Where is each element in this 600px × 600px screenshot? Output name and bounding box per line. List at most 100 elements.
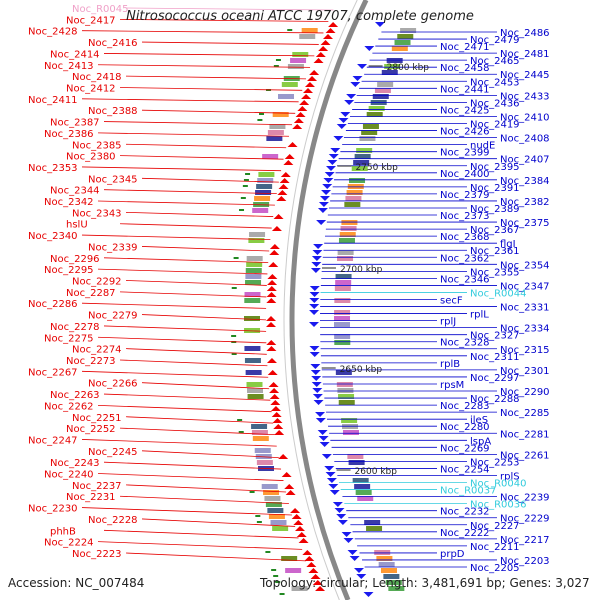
cog-block-inner bbox=[247, 388, 264, 393]
right-gene-label: Noc_2373 bbox=[440, 211, 490, 222]
forward-gene-mark bbox=[266, 298, 277, 303]
cog-block-inner bbox=[252, 208, 269, 213]
gc-mark bbox=[242, 185, 248, 187]
left-gene-label: Noc_2266 bbox=[88, 379, 138, 390]
forward-gene-mark bbox=[302, 88, 313, 93]
left-leader-line bbox=[97, 473, 284, 481]
reverse-gene-mark bbox=[364, 46, 375, 51]
left-gene-label: Noc_2231 bbox=[66, 492, 116, 503]
right-gene-label: Noc_2425 bbox=[440, 105, 490, 116]
reverse-gene-mark bbox=[311, 262, 322, 267]
right-gene-label: rpsM bbox=[440, 380, 464, 391]
gc-mark bbox=[238, 431, 244, 433]
forward-gene-mark bbox=[271, 412, 282, 417]
cog-block-inner bbox=[252, 436, 269, 441]
left-gene-label: Noc_2342 bbox=[44, 197, 94, 208]
left-leader-line bbox=[141, 314, 267, 321]
reverse-gene-mark bbox=[317, 208, 328, 213]
gc-mark bbox=[265, 551, 271, 553]
reverse-gene-mark bbox=[311, 256, 322, 261]
reverse-gene-mark bbox=[343, 538, 354, 543]
right-gene-label: lspA bbox=[470, 436, 491, 447]
map-title: Nitrosococcus oceani ATCC 19707, complet… bbox=[126, 9, 474, 24]
forward-gene-mark bbox=[315, 586, 326, 591]
forward-gene-mark bbox=[269, 250, 280, 255]
reverse-gene-mark bbox=[333, 136, 344, 141]
left-gene-label: Noc_2273 bbox=[66, 356, 116, 367]
reverse-gene-mark bbox=[329, 490, 340, 495]
right-gene-label: Noc_2239 bbox=[500, 493, 550, 504]
right-gene-label: Noc_2346 bbox=[440, 274, 490, 285]
right-gene-label: Noc_2441 bbox=[440, 84, 490, 95]
left-leader-line bbox=[97, 200, 275, 206]
left-leader-line bbox=[103, 257, 269, 263]
left-leader-line bbox=[125, 348, 267, 355]
forward-gene-mark bbox=[284, 484, 295, 489]
reverse-gene-mark bbox=[321, 454, 332, 459]
forward-gene-mark bbox=[269, 394, 280, 399]
topology-text: Topology: circular; Length: 3,481,691 bp… bbox=[260, 576, 590, 590]
cog-block-outer bbox=[357, 496, 374, 501]
right-gene-label: Noc_2481 bbox=[500, 49, 550, 60]
reverse-gene-mark bbox=[341, 532, 352, 537]
genome-backbone bbox=[283, 0, 369, 600]
cog-block-outer bbox=[334, 310, 351, 315]
left-leader-line bbox=[81, 302, 267, 309]
right-gene-label: Noc_2328 bbox=[440, 338, 490, 349]
kbp-ticks: 2800 kbp 2750 kbp 2700 kbp 2650 kbp 2600 kbp bbox=[321, 63, 429, 477]
left-gene-label: Noc_2428 bbox=[28, 27, 78, 38]
left-gene-label: Noc_2279 bbox=[88, 311, 138, 322]
left-gene-label: Noc_2262 bbox=[44, 401, 94, 412]
reverse-gene-mark bbox=[310, 370, 321, 375]
forward-gene-mark bbox=[271, 226, 282, 231]
right-gene-label: Noc_2471 bbox=[440, 42, 490, 53]
cog-block-outer bbox=[346, 190, 363, 195]
reverse-gene-mark bbox=[312, 394, 323, 399]
right-gene-label: Noc_2217 bbox=[500, 535, 550, 546]
cog-block-outer bbox=[334, 316, 351, 321]
reverse-gene-mark bbox=[356, 574, 367, 579]
forward-gene-mark bbox=[307, 76, 318, 81]
reverse-gene-mark bbox=[309, 310, 320, 315]
kbp-tick-label: 2650 kbp bbox=[340, 365, 383, 375]
cog-block-inner bbox=[265, 502, 282, 507]
reverse-gene-mark bbox=[332, 502, 343, 507]
gc-mark bbox=[287, 29, 293, 31]
left-leader-line bbox=[97, 404, 272, 413]
gc-mark bbox=[273, 575, 279, 577]
right-gene-label: Noc_2391 bbox=[470, 183, 520, 194]
forward-gene-mark bbox=[274, 430, 285, 435]
left-gene-label: Noc_2292 bbox=[72, 277, 122, 288]
left-gene-label: hslU bbox=[66, 220, 88, 231]
reverse-gene-mark bbox=[309, 346, 320, 351]
cog-block-inner bbox=[281, 82, 298, 87]
left-gene-label: Noc_2380 bbox=[66, 152, 116, 163]
forward-gene-mark bbox=[268, 262, 279, 267]
cog-block-outer bbox=[385, 580, 402, 585]
left-leader-line bbox=[103, 121, 293, 126]
forward-gene-mark bbox=[273, 424, 284, 429]
cog-block-outer bbox=[364, 520, 381, 525]
cog-block-inner bbox=[249, 232, 266, 237]
left-gene-label: Noc_2223 bbox=[72, 549, 122, 560]
gc-mark bbox=[256, 521, 262, 523]
cog-block-outer bbox=[400, 28, 417, 33]
kbp-tick-label: 2750 kbp bbox=[355, 163, 398, 173]
right-gene-label: Noc_2205 bbox=[470, 563, 520, 574]
left-leader-line bbox=[125, 484, 287, 493]
cog-block-inner bbox=[257, 178, 274, 183]
cog-block-outer bbox=[338, 394, 355, 399]
forward-gene-mark bbox=[304, 82, 315, 87]
gc-mark bbox=[243, 179, 249, 181]
forward-gene-mark bbox=[299, 100, 310, 105]
left-gene-label: Noc_2345 bbox=[88, 174, 138, 185]
cog-block-outer bbox=[348, 460, 365, 465]
reverse-gene-mark bbox=[309, 352, 320, 357]
cog-block-inner bbox=[269, 124, 286, 129]
cog-block-outer bbox=[372, 94, 389, 99]
left-gene-label: Noc_2252 bbox=[66, 424, 116, 435]
forward-gene-mark bbox=[270, 406, 281, 411]
cog-block-outer bbox=[338, 400, 355, 405]
left-gene-label: Noc_2224 bbox=[44, 538, 94, 549]
